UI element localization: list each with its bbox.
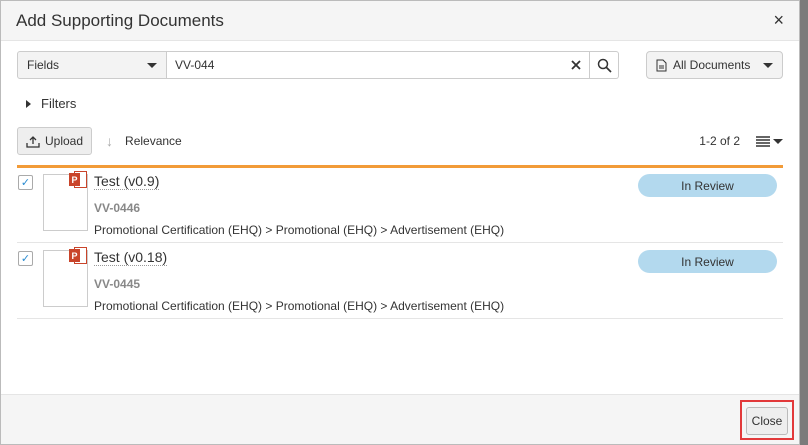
upload-button[interactable]: Upload [17,127,93,155]
document-checkbox[interactable]: ✓ [18,175,33,190]
document-checkbox[interactable]: ✓ [18,251,33,266]
search-query: VV-044 [175,58,215,72]
upload-label: Upload [45,134,84,148]
filters-toggle[interactable]: Filters [26,96,76,111]
fields-select-label: Fields [27,58,60,72]
search-input[interactable]: VV-044 [167,51,590,79]
status-badge: In Review [638,174,777,197]
results-toolbar: Upload ↓ Relevance 1-2 of 2 [17,127,783,155]
upload-icon [26,135,40,148]
dialog-footer: Close [1,394,799,444]
close-icon[interactable]: × [773,10,784,30]
search-icon [597,58,612,73]
background-page [800,0,808,445]
document-path: Promotional Certification (EHQ) > Promot… [94,299,505,313]
document-number: VV-0446 [94,201,141,215]
status-badge: In Review [638,250,777,273]
document-row: ✓ P Test (v0.9) VV-0446 Promotional Cert… [17,168,783,243]
sort-arrow-icon[interactable]: ↓ [106,133,114,149]
chevron-down-icon [763,62,773,68]
document-row: ✓ P Test (v0.18) VV-0445 Promotional Cer… [17,244,783,319]
clear-icon[interactable] [571,60,581,70]
list-view-icon [756,135,770,147]
caret-right-icon [26,99,31,108]
search-bar: Fields VV-044 All Documents [17,51,783,79]
document-title[interactable]: Test (v0.18) [94,249,168,266]
fields-select[interactable]: Fields [17,51,167,79]
document-path: Promotional Certification (EHQ) > Promot… [94,223,505,237]
result-count: 1-2 of 2 [699,134,740,148]
chevron-down-icon [773,138,783,144]
accent-divider [17,165,783,168]
powerpoint-icon: P [69,171,87,189]
document-filter-select[interactable]: All Documents [646,51,783,79]
filters-label: Filters [41,96,77,111]
powerpoint-icon: P [69,247,87,265]
dialog-title: Add Supporting Documents [16,10,224,30]
document-icon [656,59,667,71]
document-filter-label: All Documents [673,58,751,72]
close-button[interactable]: Close [746,407,788,435]
dialog-header: Add Supporting Documents × [1,1,799,41]
close-button-highlight: Close [740,400,794,440]
search-button[interactable] [590,51,619,79]
view-menu-button[interactable] [756,135,783,147]
sort-label[interactable]: Relevance [125,134,182,148]
document-number: VV-0445 [94,277,141,291]
chevron-down-icon [147,62,157,68]
document-title[interactable]: Test (v0.9) [94,173,160,190]
